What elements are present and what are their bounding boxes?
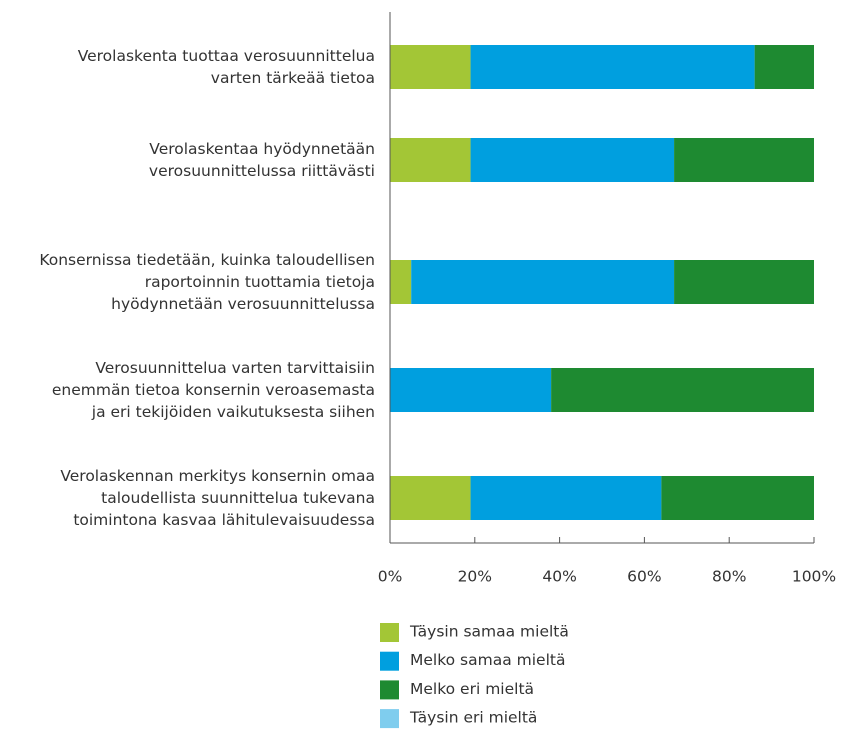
- bar-segment: [390, 138, 471, 182]
- legend-label: Täysin eri mieltä: [409, 709, 537, 727]
- bar-segment: [411, 260, 675, 304]
- bar-segment: [674, 260, 814, 304]
- legend-swatch: [380, 680, 399, 700]
- category-label: Verolaskennan merkitys konsernin omaa tal…: [60, 467, 375, 529]
- x-tick-label: 100%: [792, 568, 836, 586]
- x-tick-label: 0%: [378, 568, 403, 586]
- category-label: Verolaskentaa hyödynnetään verosuunnittel…: [149, 140, 375, 180]
- bar-segment: [390, 476, 471, 520]
- category-label: Verosuunnittelua varten tarvittaisiin ene…: [52, 359, 375, 421]
- bar-segment: [470, 476, 662, 520]
- legend-label: Täysin samaa mieltä: [409, 623, 569, 641]
- bar-segment: [390, 260, 412, 304]
- category-label: Verolaskenta tuottaa verosuunnittelua var…: [78, 47, 375, 87]
- legend-swatch: [380, 651, 399, 671]
- legend-swatch: [380, 709, 399, 729]
- category-label: Konsernissa tiedetään, kuinka taloudelli…: [39, 251, 375, 313]
- bar-segment: [470, 138, 675, 182]
- bar-segment: [390, 368, 552, 412]
- legend-swatch: [380, 623, 399, 642]
- bar-segment: [390, 45, 471, 89]
- bar-segment: [551, 368, 814, 412]
- x-tick-label: 80%: [712, 568, 746, 586]
- x-tick-label: 40%: [542, 568, 576, 586]
- bar-segment: [674, 138, 814, 182]
- bar-segment: [754, 45, 814, 89]
- legend-label: Melko samaa mieltä: [410, 651, 565, 669]
- x-tick-label: 60%: [627, 568, 661, 586]
- bar-segment: [661, 476, 814, 520]
- bar-segment: [470, 45, 755, 89]
- x-tick-label: 20%: [458, 568, 492, 586]
- legend-label: Melko eri mieltä: [410, 680, 534, 698]
